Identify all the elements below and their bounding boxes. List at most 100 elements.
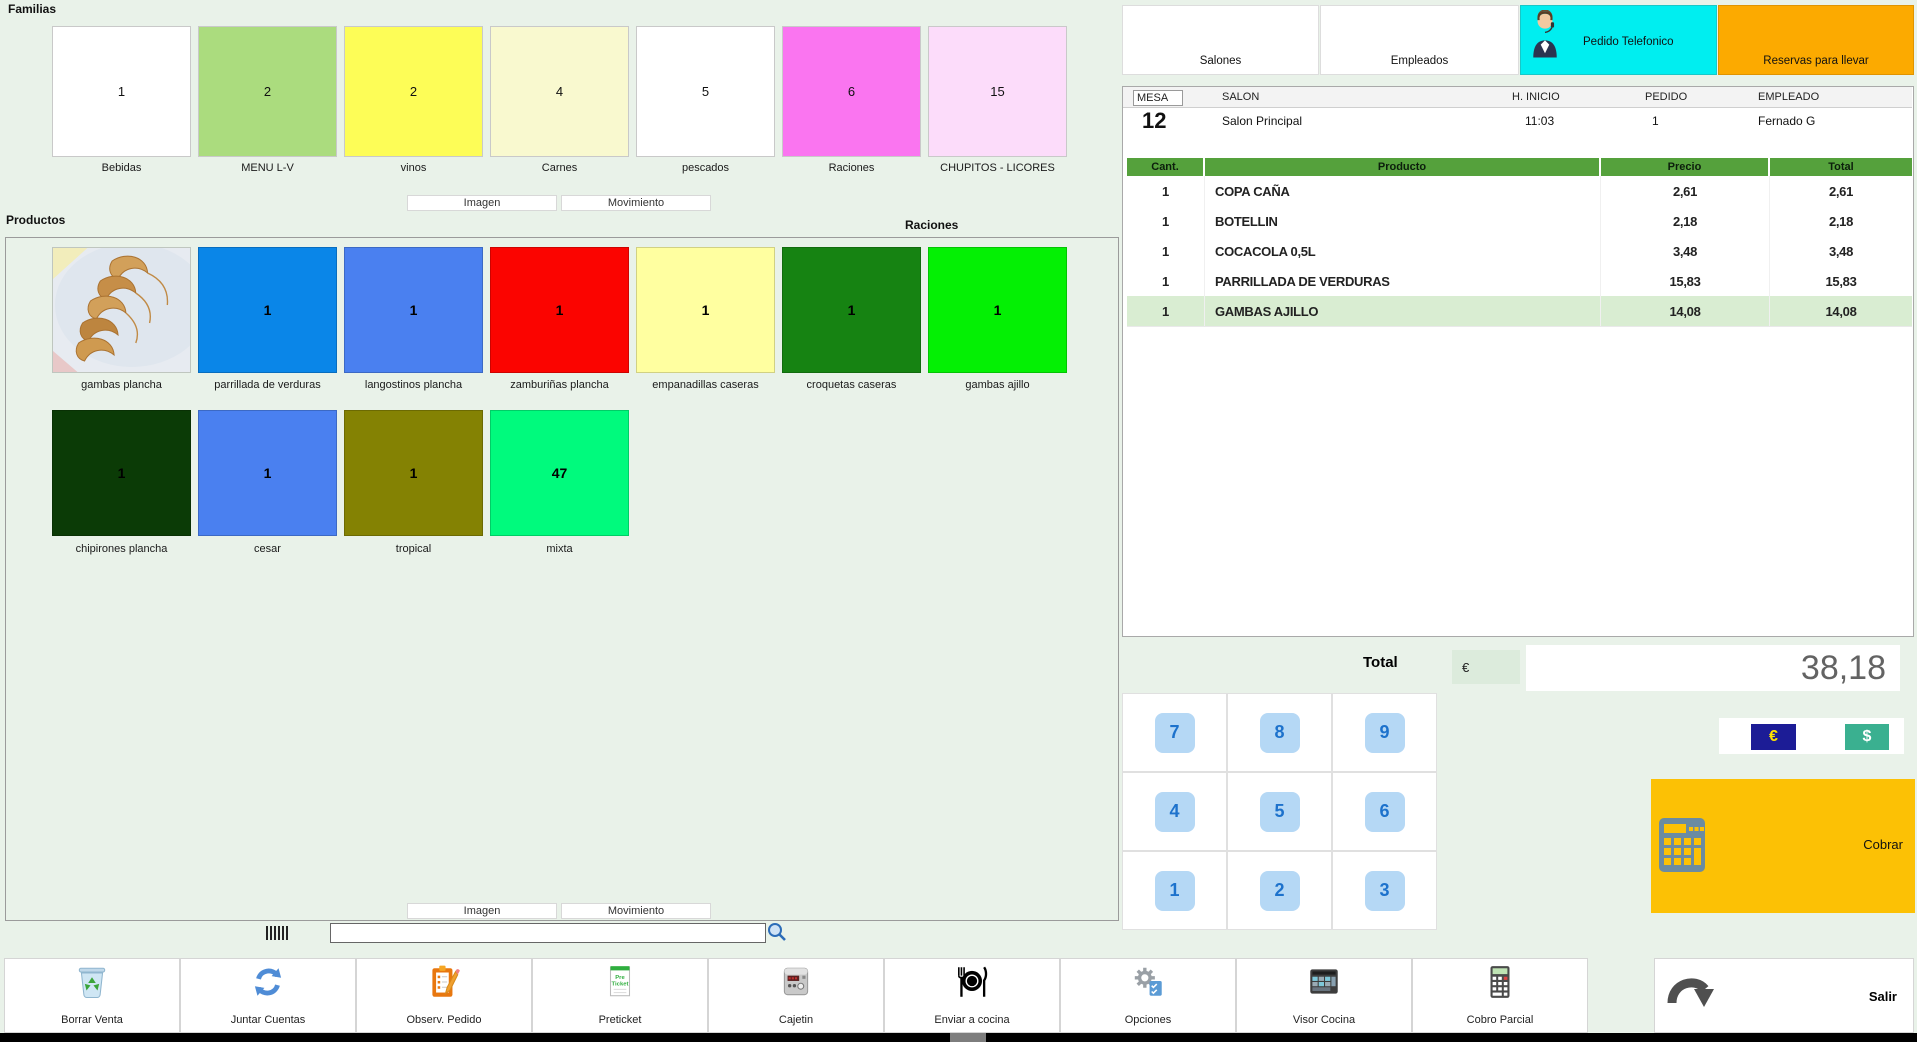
row-cant: 1 [1127,296,1205,326]
toolbar-borrar-venta-button[interactable]: Borrar Venta [4,958,180,1033]
producto-label: parrillada de verduras [214,379,321,391]
key-face: 5 [1259,791,1300,832]
familia-tile-bebidas[interactable]: 1 [52,26,191,157]
selected-family-label: Raciones [905,218,959,232]
shrimp-photo [53,248,190,372]
familia-tile-menu-lv[interactable]: 2 [198,26,337,157]
producto-tile-gambas-ajillo[interactable]: 1 [928,247,1067,373]
tab-pedido-telefonico[interactable]: Pedido Telefonico [1520,5,1717,75]
producto-tile-mixta[interactable]: 47 [490,410,629,536]
producto-tile-zamburinas[interactable]: 1 [490,247,629,373]
toolbar-observ-pedido-button[interactable]: Observ. Pedido [356,958,532,1033]
producto-tile-chipirones[interactable]: 1 [52,410,191,536]
producto-tile-cesar[interactable]: 1 [198,410,337,536]
preticket-icon: Pre Ticket [533,963,707,1001]
key-face: 3 [1364,870,1405,911]
row-cant: 1 [1127,266,1205,296]
numpad-key-6[interactable]: 6 [1332,772,1437,851]
order-row[interactable]: 1 BOTELLIN 2,18 2,18 [1127,206,1912,237]
numpad-key-3[interactable]: 3 [1332,851,1437,930]
row-precio: 14,08 [1601,296,1770,326]
tab-reservas-llevar[interactable]: Reservas para llevar [1718,5,1914,75]
order-row[interactable]: 1 PARRILLADA DE VERDURAS 15,83 15,83 [1127,266,1912,297]
tab-salones[interactable]: Salones [1122,5,1319,75]
plate-cutlery-icon [885,963,1059,1001]
producto-label: langostinos plancha [364,379,463,391]
salir-button[interactable]: Salir [1654,958,1914,1033]
numpad-key-8[interactable]: 8 [1227,693,1332,772]
producto-count: 1 [555,302,564,318]
producto-count: 1 [263,465,272,481]
salir-label: Salir [1868,989,1897,1004]
familia-tile-raciones[interactable]: 6 [782,26,921,157]
familias-title: Familias [8,2,57,16]
empleado-value: Fernado G [1758,114,1816,128]
toolbar-label: Enviar a cocina [934,1014,1010,1026]
producto-tile-gambas-plancha[interactable] [52,247,191,373]
numpad-key-2[interactable]: 2 [1227,851,1332,930]
numpad-key-4[interactable]: 4 [1122,772,1227,851]
euro-currency-button[interactable]: € [1751,724,1796,750]
toolbar-preticket-button[interactable]: Pre Ticket Preticket [532,958,708,1033]
order-col-cant: Cant. [1127,158,1205,176]
cash-drawer-icon [709,963,883,1001]
toolbar-cajetin-button[interactable]: Cajetin [708,958,884,1033]
producto-tile-tropical[interactable]: 1 [344,410,483,536]
tab-empleados[interactable]: Empleados [1320,5,1519,75]
order-row-selected[interactable]: 1 GAMBAS AJILLO 14,08 14,08 [1127,296,1912,327]
row-producto: BOTELLIN [1205,206,1601,236]
familia-count: 2 [409,84,418,99]
productos-panel [5,237,1119,921]
key-face: 7 [1154,712,1195,753]
toolbar-enviar-cocina-button[interactable]: Enviar a cocina [884,958,1060,1033]
producto-count: 47 [551,465,568,481]
familia-label: Raciones [828,162,875,174]
producto-tile-langostinos[interactable]: 1 [344,247,483,373]
order-row[interactable]: 1 COPA CAÑA 2,61 2,61 [1127,176,1912,207]
familia-tile-carnes[interactable]: 4 [490,26,629,157]
toolbar-juntar-cuentas-button[interactable]: Juntar Cuentas [180,958,356,1033]
product-search-input[interactable] [330,923,766,943]
svg-text:Pre: Pre [615,975,625,981]
familias-movimiento-button[interactable]: Movimiento [561,195,711,211]
cobrar-button[interactable]: Cobrar [1651,779,1915,913]
salon-value: Salon Principal [1222,114,1303,128]
numpad-key-1[interactable]: 1 [1122,851,1227,930]
familia-tile-pescados[interactable]: 5 [636,26,775,157]
producto-count: 1 [117,465,126,481]
familia-tile-vinos[interactable]: 2 [344,26,483,157]
order-col-total: Total [1770,158,1912,176]
producto-tile-empanadillas[interactable]: 1 [636,247,775,373]
row-producto: COPA CAÑA [1205,176,1601,206]
row-precio: 15,83 [1601,266,1770,296]
merge-refresh-icon [181,963,355,1001]
clipboard-pencil-icon [357,963,531,1001]
row-total: 3,48 [1828,243,1854,259]
toolbar-opciones-button[interactable]: Opciones [1060,958,1236,1033]
producto-tile-parrillada[interactable]: 1 [198,247,337,373]
dollar-currency-button[interactable]: $ [1845,724,1889,750]
familias-imagen-button[interactable]: Imagen [407,195,557,211]
toolbar-visor-cocina-button[interactable]: Visor Cocina [1236,958,1412,1033]
tab-label: Reservas para llevar [1763,55,1869,67]
producto-label: croquetas caseras [806,379,897,391]
order-row[interactable]: 1 COCACOLA 0,5L 3,48 3,48 [1127,236,1912,267]
toolbar-label: Observ. Pedido [406,1014,482,1026]
productos-imagen-button[interactable]: Imagen [407,903,557,919]
toolbar-cobro-parcial-button[interactable]: Cobro Parcial [1412,958,1588,1033]
toolbar-label: Juntar Cuentas [230,1014,306,1026]
numpad-key-5[interactable]: 5 [1227,772,1332,851]
familia-label: Bebidas [101,162,142,174]
toolbar-label: Visor Cocina [1292,1014,1356,1026]
key-face: 6 [1364,791,1405,832]
producto-tile-croquetas[interactable]: 1 [782,247,921,373]
numpad-key-9[interactable]: 9 [1332,693,1437,772]
svg-text:Ticket: Ticket [612,982,629,988]
producto-label: gambas plancha [81,379,162,391]
familia-tile-chupitos[interactable]: 15 [928,26,1067,157]
search-icon[interactable] [766,921,788,948]
producto-count: 1 [409,302,418,318]
numpad-key-7[interactable]: 7 [1122,693,1227,772]
productos-movimiento-button[interactable]: Movimiento [561,903,711,919]
row-cant: 1 [1127,236,1205,266]
